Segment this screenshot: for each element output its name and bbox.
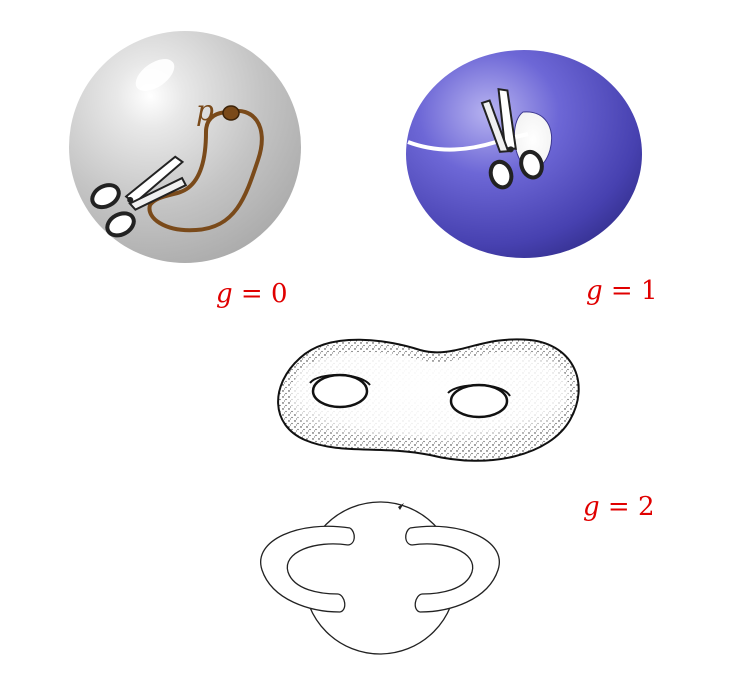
torus-genus-1 [406, 50, 642, 258]
genus-value: 1 [640, 276, 658, 306]
genus-var: g [216, 279, 233, 309]
point-p-label: p [196, 94, 214, 127]
sphere [69, 31, 301, 263]
double-torus-hole-right [449, 383, 509, 419]
sphere-with-handles-genus-2 [260, 501, 500, 655]
genus-2-label: g = 2 [583, 492, 655, 522]
equals-sign: = [599, 492, 638, 522]
double-torus-genus-2 [277, 338, 580, 462]
equals-sign: = [232, 279, 271, 309]
genus-0-label: g = 0 [216, 279, 288, 309]
left-handle-inner [286, 543, 349, 595]
closed-loop-curve [147, 108, 264, 233]
double-torus-hole-left [311, 373, 369, 409]
point-p-dot [222, 105, 240, 121]
genus-var: g [586, 276, 603, 306]
genus-value: 2 [637, 492, 655, 522]
scissors-icon [480, 87, 544, 190]
genus-1-label: g = 1 [586, 276, 658, 306]
genus-var: g [583, 492, 600, 522]
genus-value: 0 [270, 279, 288, 309]
right-handle-inner [411, 543, 474, 595]
sphere-genus-0 [69, 31, 301, 263]
sphere-highlight [135, 59, 175, 91]
double-torus-top-shading [290, 351, 569, 445]
equals-sign: = [602, 276, 641, 306]
scissors-icon [90, 155, 188, 238]
